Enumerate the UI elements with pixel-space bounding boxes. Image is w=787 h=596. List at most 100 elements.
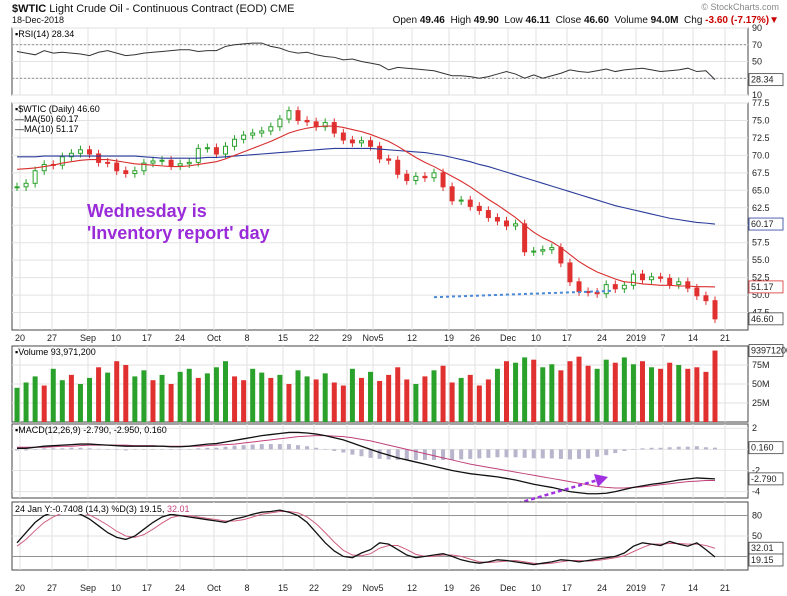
macd-trend-arrow-line — [483, 478, 599, 515]
macd-line — [17, 431, 716, 495]
price-candle-12 — [123, 170, 129, 175]
macd-hist-bar-5 — [60, 448, 65, 450]
macd-hist-bar-72 — [667, 447, 672, 450]
time-axis-bottom-label-20: 7 — [660, 583, 665, 593]
price-candle-30 — [286, 110, 292, 120]
volume-bar-54 — [504, 361, 510, 422]
price-candle-49 — [458, 199, 464, 202]
price-candle-45 — [422, 175, 428, 179]
macd-hist-bar-39 — [368, 449, 373, 458]
volume-bar-66 — [612, 362, 618, 422]
macd-hist-bar-32 — [305, 446, 310, 450]
volume-bar-5 — [59, 380, 65, 422]
instrument-name: Light Crude Oil - Continuous Contract (E… — [49, 3, 267, 15]
volume-bar-27 — [259, 372, 265, 422]
volume-bar-75 — [694, 367, 700, 422]
price-candle-9 — [96, 153, 102, 163]
high-label: High — [450, 15, 472, 26]
volume-bar-61 — [567, 361, 573, 422]
volume-bar-68 — [630, 364, 636, 422]
macd-hist-bar-67 — [622, 449, 627, 451]
price-tick-3: 70.0 — [752, 150, 770, 160]
price-candle-14 — [141, 162, 147, 172]
volume-bar-43 — [404, 379, 410, 422]
price-candle-6 — [68, 152, 74, 158]
open-value: 49.46 — [419, 15, 445, 26]
time-axis-bottom-label-10: 29 — [342, 583, 352, 593]
macd-hist-bar-52 — [486, 449, 491, 458]
volume-bar-47 — [440, 365, 446, 422]
price-candle-13 — [132, 170, 138, 175]
macd-last-label: -2.790 — [751, 474, 777, 484]
price-tick-11: 50.0 — [752, 290, 770, 300]
price-candle-24 — [232, 138, 238, 147]
time-axis-bottom-label-13: 19 — [444, 583, 454, 593]
volume-bar-33 — [313, 379, 319, 422]
volume-bar-35 — [331, 382, 337, 422]
macd-hist-bar-42 — [395, 449, 400, 460]
time-axis-bottom-label-7: 8 — [244, 583, 249, 593]
macd-hist-bar-19 — [187, 449, 192, 450]
price-candle-22 — [213, 147, 219, 155]
macd-hist-bar-64 — [595, 449, 600, 457]
macd-hist-bar-58 — [540, 449, 545, 459]
volume-bar-24 — [232, 376, 238, 422]
price-candle-10 — [105, 161, 111, 164]
volume-bar-42 — [395, 367, 401, 422]
price-candle-42 — [395, 159, 401, 175]
volume-bar-15 — [150, 380, 156, 422]
price-candle-40 — [377, 145, 383, 160]
time-axis-bottom-label-6: Oct — [207, 583, 222, 593]
price-candle-34 — [322, 122, 328, 128]
volume-bar-53 — [494, 368, 500, 422]
time-axis-label-8: 15 — [278, 333, 288, 343]
price-last-label: 46.60 — [751, 314, 774, 324]
time-axis-bottom-label-11: Nov5 — [362, 583, 383, 593]
price-candle-23 — [222, 145, 228, 155]
volume-bar-39 — [368, 371, 374, 422]
chart-date: 18-Dec-2018 — [12, 15, 65, 25]
ohlc-readout: Open 49.46 High 49.90 Low 46.11 Close 46… — [392, 15, 779, 26]
price-candle-56 — [522, 223, 528, 253]
macd-hist-bar-56 — [522, 449, 527, 458]
price-candle-36 — [340, 132, 346, 141]
macd-hist-bar-63 — [586, 449, 591, 459]
rsi-tick-2: 50 — [752, 57, 762, 67]
volume-bar-6 — [68, 374, 74, 422]
price-tick-5: 65.0 — [752, 185, 770, 195]
volume-bar-9 — [96, 367, 102, 422]
ma10-last-label-box — [748, 280, 784, 294]
volume-bar-46 — [431, 370, 437, 422]
volume-bar-16 — [159, 374, 165, 422]
macd-hist-bar-26 — [250, 444, 255, 450]
volume-bar-73 — [676, 365, 682, 422]
time-axis-label-19: 2019 — [626, 333, 646, 343]
price-tick-9: 55.0 — [752, 255, 770, 265]
macd-hist-bar-49 — [459, 449, 464, 460]
time-axis-bottom-label-12: 12 — [407, 583, 417, 593]
price-candle-67 — [621, 284, 627, 290]
price-candle-60 — [558, 247, 564, 264]
price-candle-50 — [467, 199, 473, 207]
time-axis-bottom-label-1: 27 — [47, 583, 57, 593]
macd-hist-bar-75 — [694, 446, 699, 450]
low-value: 46.11 — [525, 15, 551, 26]
macd-hist-bar-41 — [386, 449, 391, 460]
macd-hist-bar-55 — [513, 449, 518, 458]
time-axis-bottom-label-17: 17 — [562, 583, 572, 593]
macd-hist-bar-23 — [223, 446, 228, 450]
macd-hist-bar-3 — [42, 448, 47, 450]
volume-bar-64 — [594, 368, 600, 422]
rsi-tick-0: 90 — [752, 23, 762, 33]
volume-bar-2 — [32, 376, 38, 422]
volume-bar-36 — [340, 385, 346, 422]
price-candle-8 — [87, 149, 93, 155]
macd-hist-bar-31 — [296, 445, 301, 450]
macd-hist-bar-11 — [114, 449, 119, 450]
price-candle-25 — [241, 134, 247, 140]
price-tick-1: 75.0 — [752, 115, 770, 125]
ma50-line — [17, 147, 716, 225]
volume-bar-50 — [467, 374, 473, 422]
macd-panel — [11, 423, 749, 499]
